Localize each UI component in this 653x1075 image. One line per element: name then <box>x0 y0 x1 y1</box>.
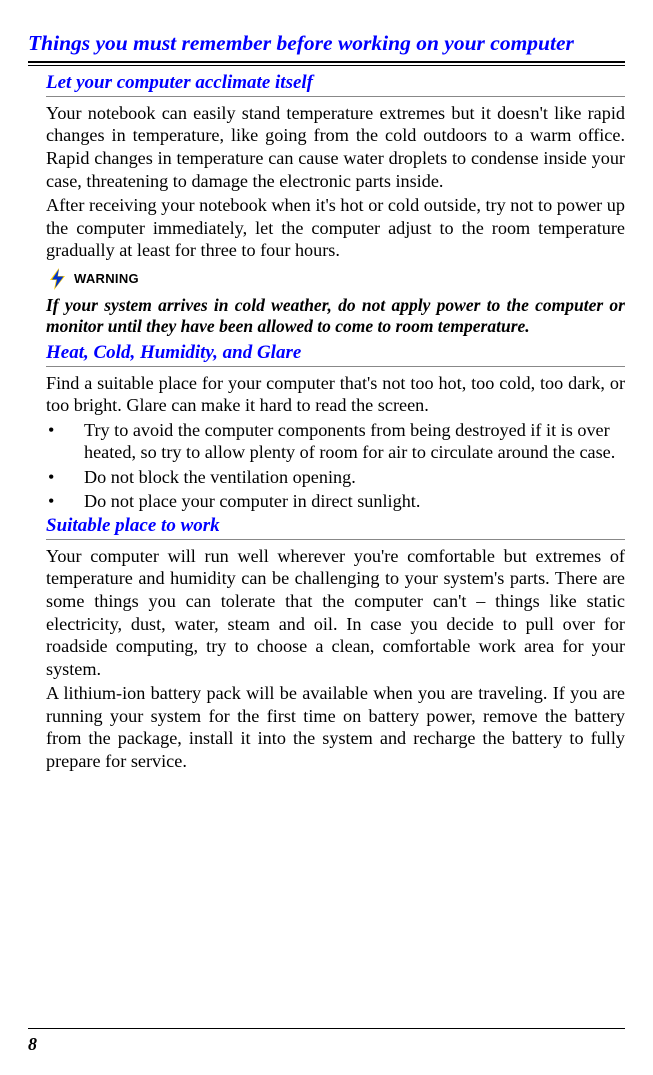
section-rule <box>46 539 625 540</box>
warning-label: WARNING <box>74 271 139 286</box>
list-item: •Do not block the ventilation opening. <box>46 466 625 489</box>
section-rule <box>46 366 625 367</box>
body-paragraph: Your notebook can easily stand temperatu… <box>46 102 625 192</box>
warning-text: If your system arrives in cold weather, … <box>46 295 625 338</box>
body-paragraph: A lithium-ion battery pack will be avail… <box>46 682 625 772</box>
bullet-marker: • <box>46 490 84 513</box>
page-main-title: Things you must remember before working … <box>28 30 625 57</box>
page-number: 8 <box>28 1034 37 1055</box>
footer-rule <box>28 1028 625 1029</box>
section-heading-environment: Heat, Cold, Humidity, and Glare <box>46 342 625 364</box>
list-item: •Do not place your computer in direct su… <box>46 490 625 513</box>
bullet-list: •Try to avoid the computer components fr… <box>46 419 625 513</box>
bullet-marker: • <box>46 419 84 464</box>
title-rule <box>28 61 625 66</box>
body-paragraph: After receiving your notebook when it's … <box>46 194 625 262</box>
lightning-bolt-icon <box>46 267 70 291</box>
section-rule <box>46 96 625 97</box>
warning-badge: WARNING <box>46 267 625 291</box>
body-paragraph: Find a suitable place for your computer … <box>46 372 625 417</box>
list-item: •Try to avoid the computer components fr… <box>46 419 625 464</box>
section-heading-acclimate: Let your computer acclimate itself <box>46 72 625 94</box>
bullet-text: Do not place your computer in direct sun… <box>84 490 625 513</box>
bullet-marker: • <box>46 466 84 489</box>
bullet-text: Try to avoid the computer components fro… <box>84 419 625 464</box>
body-paragraph: Your computer will run well wherever you… <box>46 545 625 680</box>
section-heading-workplace: Suitable place to work <box>46 515 625 537</box>
bullet-text: Do not block the ventilation opening. <box>84 466 625 489</box>
